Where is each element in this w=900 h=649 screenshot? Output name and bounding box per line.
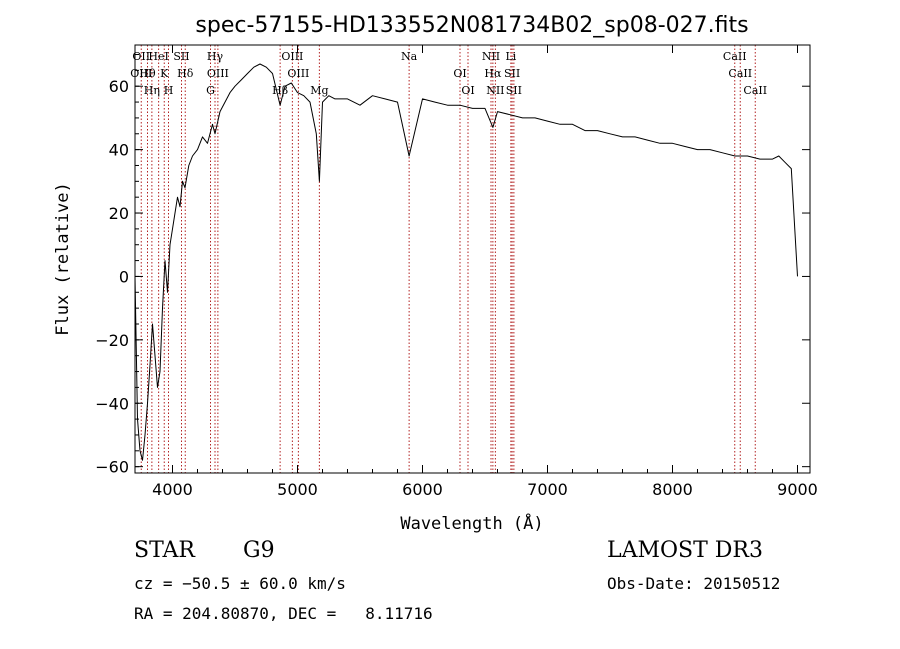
coordinates-readout: RA = 204.80870, DEC = 8.11716 (134, 604, 433, 623)
observation-date: Obs-Date: 20150512 (607, 574, 781, 593)
line-label: SII (506, 84, 522, 97)
x-axis-label: Wavelength (Å) (400, 512, 543, 534)
line-label: HeI (148, 50, 168, 63)
object-class: STAR (134, 538, 195, 563)
y-tick-label: −60 (95, 458, 129, 477)
spectral-line-labels: OIIOIIIHθHηHeIKHSIIHδGHγOIIIHβOIIIOIIIMg… (130, 50, 767, 97)
y-axis-label: Flux (relative) (53, 182, 73, 336)
line-label: CaII (723, 50, 747, 63)
plot-frame (134, 44, 811, 474)
line-label: Hα (484, 67, 502, 80)
y-tick-label: 40 (109, 141, 129, 160)
object-subclass: G9 (243, 538, 275, 563)
line-label: OIII (207, 67, 229, 80)
line-label: Na (401, 50, 418, 63)
line-label: NII (482, 50, 500, 63)
line-label: OI (461, 84, 474, 97)
x-tick-label: 7000 (527, 480, 568, 499)
x-axis-ticks: 4000 5000 6000 7000 8000 9000 (152, 45, 818, 499)
line-label: CaII (728, 67, 752, 80)
line-label: G (206, 84, 215, 97)
line-label: NII (486, 84, 504, 97)
y-tick-label: −20 (95, 331, 129, 350)
line-label: CaII (743, 84, 767, 97)
x-tick-label: 5000 (277, 480, 318, 499)
line-label: Mg (310, 84, 328, 97)
line-label: Hγ (207, 50, 224, 63)
line-label: SII (173, 50, 189, 63)
line-label: OIII (281, 50, 303, 63)
y-tick-label: 60 (109, 77, 129, 96)
line-label: Hθ (139, 67, 156, 80)
y-tick-label: −40 (95, 394, 129, 413)
survey-name: LAMOST DR3 (607, 538, 763, 563)
chart-title: spec-57155-HD133552N081734B02_sp08-027.f… (195, 13, 748, 38)
x-tick-label: 8000 (652, 480, 693, 499)
y-axis-ticks: −60 −40 −20 0 20 40 60 (95, 54, 810, 477)
x-tick-label: 9000 (777, 480, 818, 499)
y-tick-label: 20 (109, 204, 129, 223)
line-label: Hδ (177, 67, 194, 80)
y-tick-label: 0 (119, 267, 129, 286)
line-label: Hη (144, 84, 160, 97)
line-label: SII (504, 67, 520, 80)
x-tick-label: 4000 (152, 480, 193, 499)
line-label: Li (505, 50, 516, 63)
x-tick-label: 6000 (402, 480, 443, 499)
line-label: OI (453, 67, 466, 80)
redshift-readout: cz = −50.5 ± 60.0 km/s (134, 574, 346, 593)
line-label: OIII (287, 67, 309, 80)
flux-series-line (134, 63, 798, 461)
line-label: H (164, 84, 174, 97)
spectral-line-markers (140, 45, 756, 473)
line-label: K (160, 67, 169, 80)
line-label: OII (132, 50, 150, 63)
